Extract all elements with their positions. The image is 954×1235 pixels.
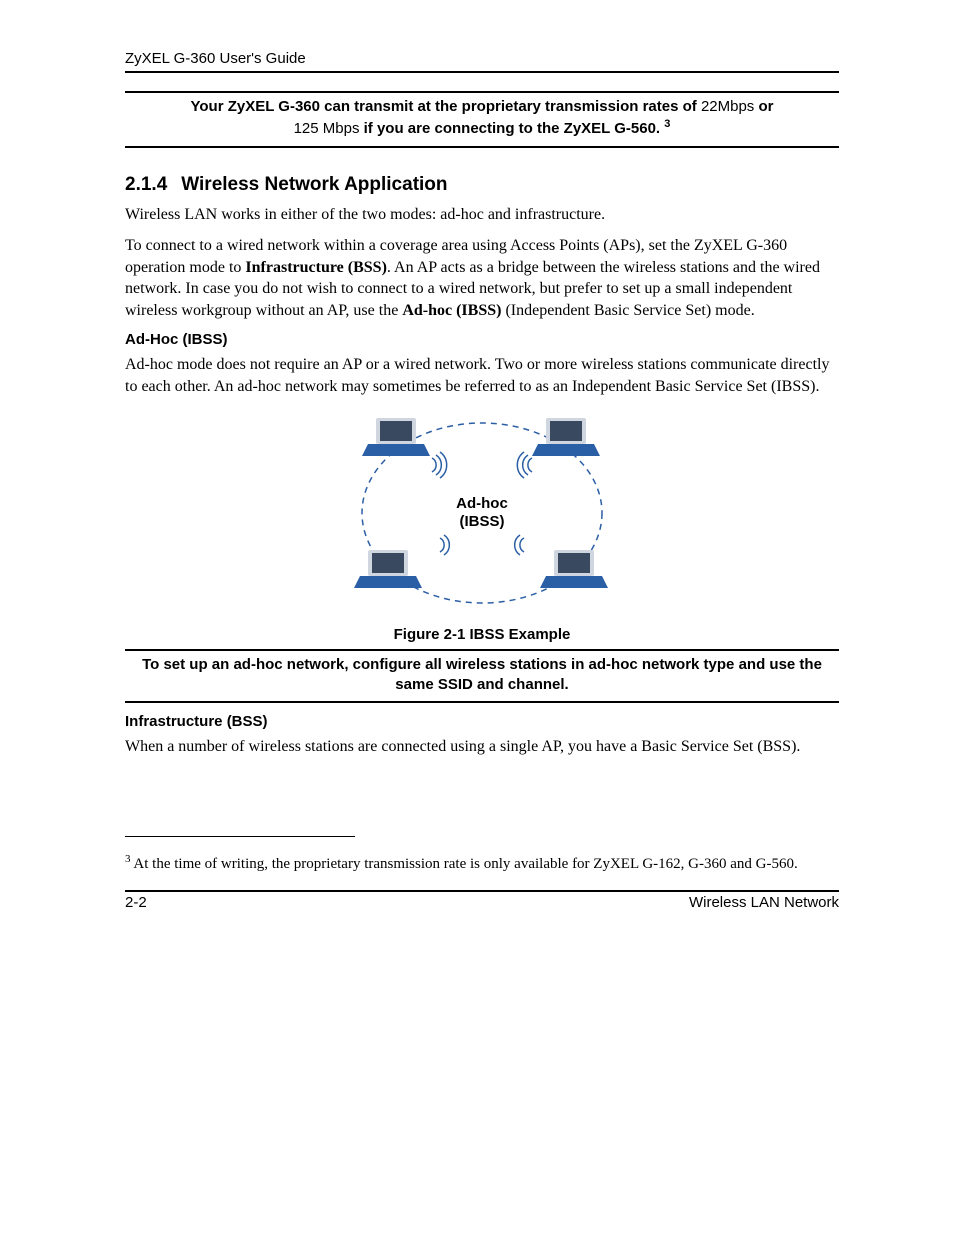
callout-text: if you are connecting to the ZyXEL G-560… xyxy=(359,120,664,137)
page-footer: 2-2 Wireless LAN Network xyxy=(125,894,839,911)
document-page: ZyXEL G-360 User's Guide Your ZyXEL G-36… xyxy=(0,0,954,1235)
bold-term: Ad-hoc (IBSS) xyxy=(402,302,501,319)
signal-icon xyxy=(432,452,447,478)
header-rule xyxy=(125,71,839,73)
signal-icon xyxy=(515,535,524,555)
page-number: 2-2 xyxy=(125,894,147,911)
laptop-icon xyxy=(362,418,430,456)
ibss-diagram: Ad-hoc (IBSS) xyxy=(332,408,632,618)
subsection-heading: Infrastructure (BSS) xyxy=(125,713,839,730)
body-paragraph: To connect to a wired network within a c… xyxy=(125,235,839,321)
subsection-heading: Ad-Hoc (IBSS) xyxy=(125,331,839,348)
diagram-label: Ad-hoc xyxy=(456,495,508,512)
laptop-icon xyxy=(540,550,608,588)
section-heading: 2.1.4 Wireless Network Application xyxy=(125,174,839,196)
section-number: 2.1.4 xyxy=(125,174,167,196)
footnote-ref: 3 xyxy=(664,118,670,130)
laptop-icon xyxy=(354,550,422,588)
body-paragraph: Wireless LAN works in either of the two … xyxy=(125,204,839,226)
body-paragraph: Ad-hoc mode does not require an AP or a … xyxy=(125,354,839,397)
laptop-icon xyxy=(532,418,600,456)
figure-caption: Figure 2-1 IBSS Example xyxy=(125,626,839,643)
callout-mid: To set up an ad-hoc network, configure a… xyxy=(125,649,839,704)
callout-top: Your ZyXEL G-360 can transmit at the pro… xyxy=(125,91,839,148)
callout-text: Your ZyXEL G-360 can transmit at the pro… xyxy=(191,98,701,115)
running-header: ZyXEL G-360 User's Guide xyxy=(125,50,839,67)
footer-rule xyxy=(125,890,839,892)
section-title: Wireless Network Application xyxy=(181,174,447,195)
diagram-label: (IBSS) xyxy=(460,513,505,530)
signal-icon xyxy=(440,535,449,555)
body-paragraph: When a number of wireless stations are c… xyxy=(125,736,839,758)
callout-rate1: 22Mbps xyxy=(701,98,754,115)
callout-text: or xyxy=(754,98,773,115)
footnote-text: At the time of writing, the proprietary … xyxy=(131,856,798,872)
bold-term: Infrastructure (BSS) xyxy=(245,259,386,276)
callout-rate2: 125 Mbps xyxy=(294,120,360,137)
text-run: (Independent Basic Service Set) mode. xyxy=(501,302,754,319)
signal-icon xyxy=(517,452,532,478)
footnote-separator xyxy=(125,836,355,837)
footer-section: Wireless LAN Network xyxy=(689,894,839,911)
footnote: 3 At the time of writing, the proprietar… xyxy=(125,852,839,874)
